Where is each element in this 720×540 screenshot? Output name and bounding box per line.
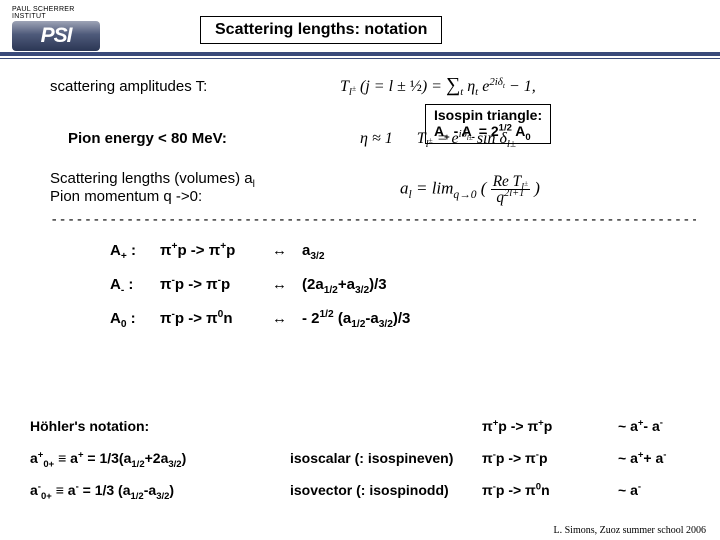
channel-arrow: ↔ [272, 242, 287, 259]
hoehler-row: Höhler's notation: π+p -> π+p ~ a+- a- [30, 418, 700, 450]
slide-footer: L. Simons, Zuoz summer school 2006 [554, 525, 707, 536]
institute-name: PAUL SCHERRER INSTITUT [12, 6, 108, 20]
hoehler-mid: isoscalar (: isospineven) [290, 450, 453, 466]
isospin-title: Isospin triangle: [434, 107, 542, 123]
channel-value: (2a1/2+a3/2)/3 [302, 276, 387, 293]
hoehler-proc: π-p -> π0n [482, 482, 550, 498]
scat-label-1: Scattering lengths (volumes) al Pion mom… [50, 170, 255, 205]
hoehler-proc: π-p -> π-p [482, 450, 548, 466]
header-rule-thick [0, 52, 720, 56]
slide-title: Scattering lengths: notation [200, 16, 442, 44]
channel-value: - 21/2 (a1/2-a3/2)/3 [302, 310, 410, 327]
channel-value: a3/2 [302, 242, 325, 259]
hoehler-mid: isovector (: isospinodd) [290, 482, 449, 498]
psi-logo: PAUL SCHERRER INSTITUT PSI [12, 6, 108, 51]
channel-process: π+p -> π+p [160, 242, 260, 259]
hoehler-section: Höhler's notation: π+p -> π+p ~ a+- a- a… [30, 418, 700, 514]
channel-row: A0 : π-p -> π0n ↔ - 21/2 (a1/2-a3/2)/3 [110, 310, 696, 344]
channel-name: A- : [110, 276, 150, 293]
channel-row: A- : π-p -> π-p ↔ (2a1/2+a3/2)/3 [110, 276, 696, 310]
pion-energy-row: Pion energy < 80 MeV: η ≈ 1 Tl± = eiδl± … [50, 130, 696, 152]
hoehler-lhs: a-0+ ≡ a- = 1/3 (a1/2-a3/2) [30, 482, 260, 498]
amplitudes-row: scattering amplitudes T: Tl± (j = l ± ½)… [50, 78, 696, 106]
separator-dashes: ----------------------------------------… [50, 212, 696, 228]
channel-name: A+ : [110, 242, 150, 259]
isospin-triangle-box: Isospin triangle: A+ - A- = 21/2 A0 [425, 104, 551, 144]
logo-box: PSI [12, 21, 100, 51]
hoehler-title: Höhler's notation: [30, 418, 260, 434]
channel-arrow: ↔ [272, 310, 287, 327]
hoehler-row: a-0+ ≡ a- = 1/3 (a1/2-a3/2) isovector (:… [30, 482, 700, 514]
channel-name: A0 : [110, 310, 150, 327]
hoehler-rel: ~ a++ a- [618, 450, 666, 466]
channel-process: π-p -> π-p [160, 276, 260, 293]
scat-limit-formula: al = limq→0 ( Re Tl±q2l+1 ) [400, 174, 540, 206]
slide-header: PAUL SCHERRER INSTITUT PSI Scattering le… [0, 0, 720, 62]
channel-arrow: ↔ [272, 276, 287, 293]
logo-abbr: PSI [41, 24, 72, 48]
header-rule-thin [0, 58, 720, 59]
hoehler-row: a+0+ ≡ a+ = 1/3(a1/2+2a3/2) isoscalar (:… [30, 450, 700, 482]
isospin-equation: A+ - A- = 21/2 A0 [434, 123, 542, 139]
channel-process: π-p -> π0n [160, 310, 260, 327]
hoehler-rel: ~ a+- a- [618, 418, 663, 434]
pion-energy-label: Pion energy < 80 MeV: [68, 130, 227, 147]
amplitudes-label: scattering amplitudes T: [50, 78, 207, 95]
scattering-lengths-row: Scattering lengths (volumes) al Pion mom… [50, 170, 696, 210]
channel-row: A+ : π+p -> π+p ↔ a3/2 [110, 242, 696, 276]
slide-body: scattering amplitudes T: Tl± (j = l ± ½)… [0, 72, 720, 344]
amplitudes-formula: Tl± (j = l ± ½) = ∑t ηt e2iδt − 1, [340, 74, 536, 97]
hoehler-lhs: a+0+ ≡ a+ = 1/3(a1/2+2a3/2) [30, 450, 260, 466]
channel-list: A+ : π+p -> π+p ↔ a3/2 A- : π-p -> π-p ↔… [110, 242, 696, 344]
hoehler-rel: ~ a- [618, 482, 641, 498]
hoehler-proc: π+p -> π+p [482, 418, 552, 434]
